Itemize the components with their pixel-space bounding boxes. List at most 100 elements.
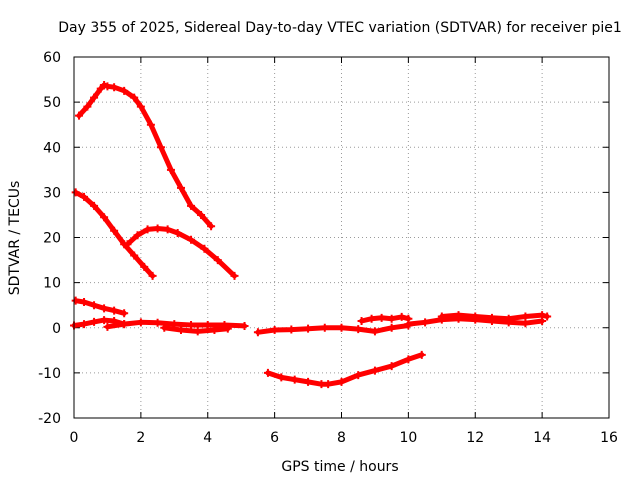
y-axis-label: SDTVAR / TECUs xyxy=(7,181,23,296)
data-point xyxy=(166,165,175,174)
data-point xyxy=(130,93,139,102)
data-point xyxy=(290,375,299,384)
data-point xyxy=(146,120,155,129)
data-point xyxy=(471,312,480,321)
data-point xyxy=(417,350,426,359)
data-point xyxy=(404,355,413,364)
data-point xyxy=(153,318,162,327)
data-point xyxy=(75,111,84,120)
x-tick-label: 4 xyxy=(203,430,212,446)
data-point xyxy=(71,296,80,305)
data-point xyxy=(370,366,379,375)
data-point xyxy=(123,240,132,249)
data-point xyxy=(437,312,446,321)
data-point xyxy=(397,312,406,321)
data-point xyxy=(367,314,376,323)
y-tick-label: -10 xyxy=(38,366,61,382)
data-point xyxy=(287,325,296,334)
data-point xyxy=(277,373,286,382)
data-point xyxy=(140,262,149,271)
data-point xyxy=(90,317,99,326)
data-point xyxy=(387,314,396,323)
data-point xyxy=(200,244,209,253)
data-point xyxy=(130,251,139,260)
data-point xyxy=(100,213,109,222)
data-point xyxy=(80,298,89,307)
data-point xyxy=(83,102,92,111)
data-point xyxy=(177,326,185,335)
data-point xyxy=(487,313,496,322)
plot-frame xyxy=(73,56,610,419)
x-tick-label: 10 xyxy=(399,430,417,446)
data-point xyxy=(324,380,333,389)
data-point xyxy=(110,226,119,235)
y-tick-label: 30 xyxy=(43,185,61,201)
data-point xyxy=(337,323,346,332)
data-point xyxy=(173,228,182,237)
data-point xyxy=(90,201,99,210)
data-point xyxy=(187,321,196,330)
series-layer xyxy=(70,80,552,389)
axes: 0 2 4 6 8 10 12 14 16 -20 -10 0 10 20 30 40 50 60 xyxy=(38,50,618,446)
data-point xyxy=(337,377,346,386)
data-point xyxy=(304,377,313,386)
data-point xyxy=(521,312,530,321)
x-tick-label: 2 xyxy=(136,430,145,446)
chart-title: Day 355 of 2025, Sidereal Day-to-day VTE… xyxy=(58,20,622,36)
data-point xyxy=(163,225,172,234)
data-point xyxy=(120,320,129,329)
data-point xyxy=(354,371,363,380)
data-point xyxy=(187,235,196,244)
data-point xyxy=(354,325,363,334)
data-point xyxy=(320,323,329,332)
data-point xyxy=(387,362,396,371)
data-point xyxy=(270,326,279,335)
x-tick-label: 6 xyxy=(270,430,279,446)
data-point xyxy=(100,304,109,313)
data-point xyxy=(357,316,366,325)
x-tick-label: 8 xyxy=(337,430,346,446)
data-point xyxy=(143,225,152,234)
data-point xyxy=(421,318,430,327)
data-point xyxy=(136,318,145,327)
data-point xyxy=(133,231,142,240)
data-point xyxy=(110,306,119,315)
y-tick-label: 60 xyxy=(43,50,61,66)
data-point xyxy=(120,86,129,95)
data-point xyxy=(110,83,119,92)
data-point xyxy=(103,82,112,91)
data-point xyxy=(160,323,169,332)
y-tick-label: 20 xyxy=(43,231,61,247)
grid xyxy=(74,57,609,418)
data-point xyxy=(177,183,185,192)
data-point xyxy=(521,319,530,328)
data-point xyxy=(538,311,547,320)
data-point xyxy=(153,224,162,233)
data-point xyxy=(136,102,145,111)
data-point xyxy=(90,301,99,310)
x-tick-label: 16 xyxy=(600,430,618,446)
data-point xyxy=(203,321,212,330)
y-tick-label: 40 xyxy=(43,140,61,156)
data-point xyxy=(377,313,386,322)
data-point xyxy=(148,271,157,280)
data-point xyxy=(120,309,129,318)
data-point xyxy=(317,380,326,389)
data-point xyxy=(71,188,80,197)
data-point xyxy=(240,321,249,330)
data-point xyxy=(263,368,272,377)
x-tick-label: 14 xyxy=(533,430,551,446)
y-tick-label: 0 xyxy=(52,321,61,337)
series-line-8 xyxy=(255,323,411,335)
data-point xyxy=(370,327,379,336)
data-point xyxy=(197,210,206,219)
data-point xyxy=(387,323,396,332)
data-point xyxy=(207,222,216,231)
y-tick-label: 50 xyxy=(43,95,61,111)
data-point xyxy=(543,312,552,321)
data-point xyxy=(187,201,196,210)
data-point xyxy=(230,271,239,280)
x-tick-label: 0 xyxy=(70,430,79,446)
data-point xyxy=(223,324,232,333)
